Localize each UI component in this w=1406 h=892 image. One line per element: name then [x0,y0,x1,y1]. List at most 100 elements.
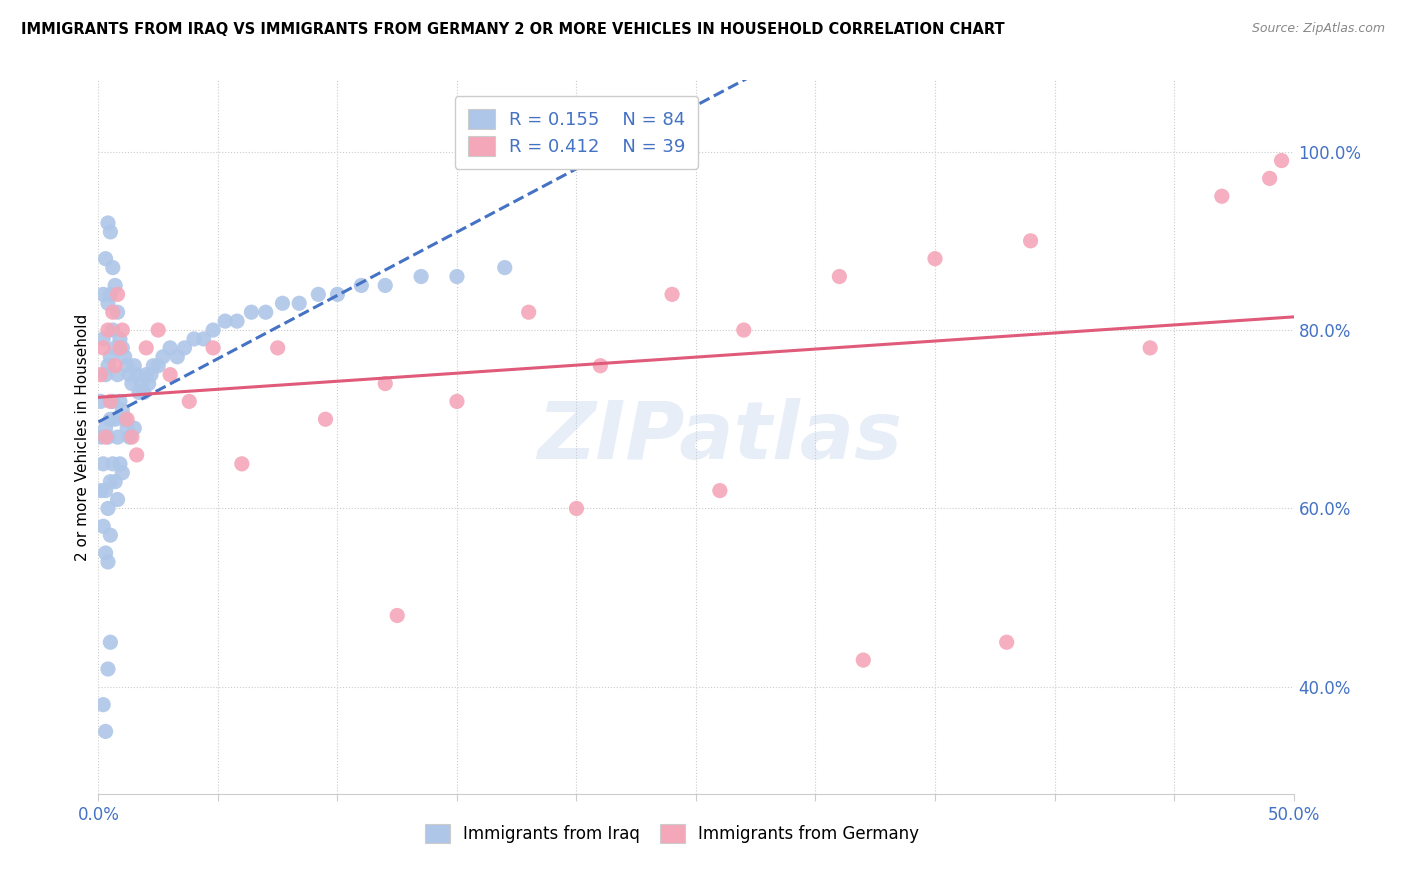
Point [94,724,117,739]
Point [1019,234,1042,248]
Point [148,323,170,337]
Point [94,368,117,382]
Point [589,359,612,373]
Point [101,394,124,409]
Point [101,260,124,275]
Point [104,341,127,355]
Point [98,350,122,364]
Point [101,457,124,471]
Point [115,359,138,373]
Point [148,359,170,373]
Point [97,359,120,373]
Point [267,341,290,355]
Point [94,483,117,498]
Point [108,457,131,471]
Point [101,323,124,337]
Point [307,287,329,301]
Point [1271,153,1294,168]
Point [98,528,122,542]
Point [94,430,117,444]
Point [98,225,122,239]
Point [121,430,143,444]
Point [107,287,129,301]
Point [152,350,174,364]
Point [91,519,114,533]
Point [733,323,755,337]
Point [107,430,129,444]
Point [98,412,122,426]
Point [101,305,124,319]
Text: ZIPatlas: ZIPatlas [537,398,903,476]
Point [111,341,134,355]
Point [98,287,122,301]
Point [254,305,277,319]
Point [94,252,117,266]
Point [326,287,349,301]
Point [179,394,201,409]
Point [90,430,112,444]
Point [374,278,396,293]
Point [108,332,131,346]
Point [995,635,1018,649]
Point [924,252,946,266]
Point [118,430,141,444]
Point [202,341,225,355]
Point [193,332,215,346]
Point [1139,341,1161,355]
Point [121,376,143,391]
Point [124,359,146,373]
Y-axis label: 2 or more Vehicles in Household: 2 or more Vehicles in Household [75,313,90,561]
Point [202,323,225,337]
Point [91,332,114,346]
Point [138,376,160,391]
Point [97,430,120,444]
Point [115,412,138,426]
Point [104,412,127,426]
Text: Source: ZipAtlas.com: Source: ZipAtlas.com [1251,22,1385,36]
Point [90,368,112,382]
Point [828,269,851,284]
Point [114,412,136,426]
Point [1211,189,1233,203]
Point [139,368,162,382]
Point [124,421,146,435]
Point [709,483,731,498]
Point [97,296,120,310]
Point [97,323,120,337]
Point [131,376,153,391]
Point [226,314,249,328]
Point [111,323,134,337]
Point [159,341,181,355]
Point [90,394,112,409]
Point [111,403,134,417]
Point [166,350,188,364]
Point [104,278,127,293]
Point [315,412,337,426]
Point [494,260,516,275]
Point [91,341,114,355]
Point [517,305,540,319]
Point [91,698,114,712]
Point [852,653,875,667]
Point [135,368,157,382]
Point [125,368,148,382]
Point [90,483,112,498]
Point [411,269,433,284]
Point [94,421,117,435]
Point [107,492,129,507]
Point [661,287,683,301]
Point [115,421,138,435]
Point [91,457,114,471]
Point [111,466,134,480]
Point [98,394,122,409]
Point [104,359,127,373]
Point [240,305,263,319]
Text: IMMIGRANTS FROM IRAQ VS IMMIGRANTS FROM GERMANY 2 OR MORE VEHICLES IN HOUSEHOLD : IMMIGRANTS FROM IRAQ VS IMMIGRANTS FROM … [21,22,1005,37]
Point [1258,171,1281,186]
Point [135,341,157,355]
Point [142,359,165,373]
Point [91,287,114,301]
Legend: Immigrants from Iraq, Immigrants from Germany: Immigrants from Iraq, Immigrants from Ge… [418,818,927,850]
Point [159,368,181,382]
Point [94,546,117,560]
